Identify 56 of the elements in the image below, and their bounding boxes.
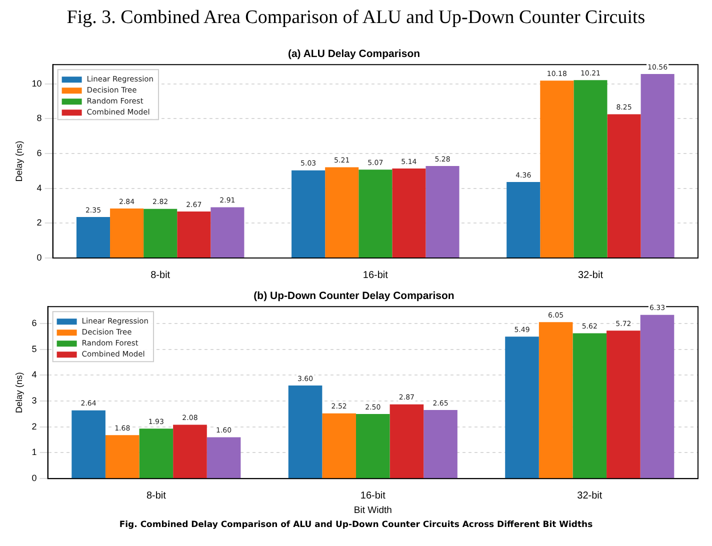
bar [426,166,460,258]
caption: Fig. 3. Combined Area Comparison of ALU and Up-Down Counter Circuits [66,6,646,30]
y-tick-label: 6 [36,148,42,158]
chart-title: (b) Up-Down Counter Delay Comparison [254,290,454,302]
bar [325,167,359,258]
bar [540,80,574,258]
bar [76,217,110,258]
bar [358,170,392,258]
bar [538,322,573,478]
bar [606,330,640,478]
y-tick-label: 4 [36,182,42,193]
bar [572,333,607,478]
x-tick-label: 16-bit [360,490,386,502]
y-tick-label: 1 [32,447,37,458]
x-tick-label: 8-bit [146,490,166,502]
bar [288,385,322,478]
bar [607,114,641,258]
bar [210,207,244,258]
bar [356,414,390,478]
y-tick-label: 8 [36,113,42,124]
bar [206,437,241,478]
chart-title: (a) ALU Delay Comparison [288,48,420,60]
bar [72,410,106,478]
bar [144,208,178,258]
x-tick-label: 32-bit [578,270,604,281]
bar [173,424,207,478]
x-axis-title: Bit Width [354,504,392,516]
y-tick-label: 2 [36,218,42,228]
y-tick-label: 2 [32,421,37,432]
bar [505,336,539,478]
bar [139,428,174,478]
y-tick-label: 10 [32,78,42,88]
bar [424,410,458,478]
y-axis-title: Delay (ns) [14,140,24,182]
bar [506,182,540,258]
bar [292,170,326,258]
bar [110,208,144,258]
y-axis-title: Delay (ns) [14,372,24,414]
bar [640,314,674,478]
text: Fig. Combined Delay Comparison of ALU and Up-Down Counter Circuits Across Different Bit Widths [118,519,594,532]
bar [392,168,426,258]
x-tick-label: 16-bit [362,270,388,281]
bar [177,211,211,258]
x-tick-label: 8-bit [150,270,170,281]
bar [640,74,674,258]
y-tick-label: 3 [32,395,37,406]
x-tick-label: 32-bit [577,490,602,502]
bar [574,80,608,258]
y-tick-label: 5 [32,344,37,354]
y-tick-label: 4 [32,370,37,380]
y-tick-label: 0 [32,473,37,484]
bar [322,413,356,478]
y-tick-label: 0 [36,252,42,262]
bar [105,435,140,478]
y-tick-label: 6 [32,318,37,328]
bar [390,404,424,478]
